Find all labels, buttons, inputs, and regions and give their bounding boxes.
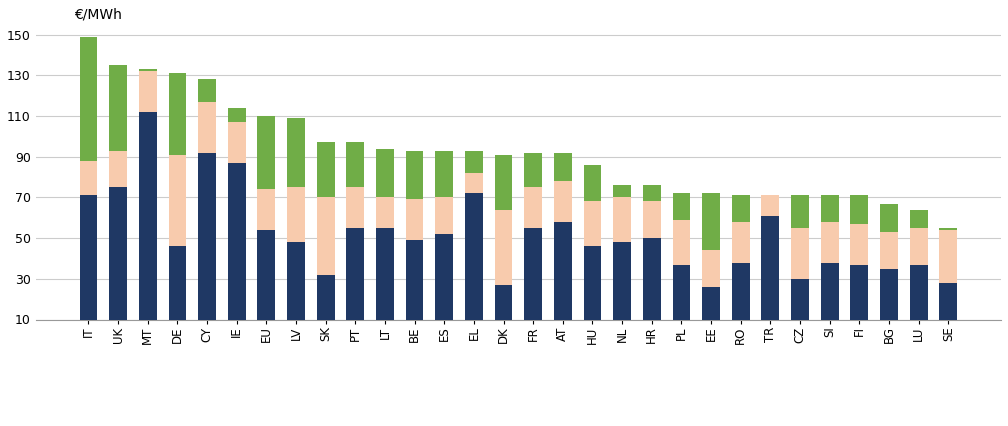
Bar	[168, 246, 186, 320]
Bar	[168, 155, 186, 246]
Bar	[703, 193, 720, 250]
Bar	[199, 153, 216, 320]
Bar	[347, 142, 364, 187]
Bar	[703, 287, 720, 320]
Bar	[347, 187, 364, 228]
Bar	[939, 228, 958, 230]
Bar	[524, 228, 542, 320]
Bar	[109, 65, 127, 151]
Bar	[761, 196, 779, 216]
Bar	[80, 196, 98, 320]
Bar	[672, 220, 690, 265]
Bar	[168, 73, 186, 155]
Bar	[228, 122, 246, 163]
Bar	[139, 112, 156, 320]
Bar	[554, 181, 572, 222]
Bar	[584, 165, 602, 201]
Bar	[109, 187, 127, 320]
Bar	[465, 173, 483, 193]
Bar	[405, 240, 423, 320]
Bar	[80, 161, 98, 196]
Bar	[435, 234, 454, 320]
Bar	[613, 197, 631, 242]
Bar	[347, 228, 364, 320]
Bar	[109, 151, 127, 187]
Bar	[257, 230, 275, 320]
Bar	[703, 250, 720, 287]
Bar	[643, 185, 660, 201]
Bar	[821, 222, 839, 262]
Bar	[139, 69, 156, 71]
Bar	[732, 222, 750, 262]
Bar	[139, 71, 156, 112]
Bar	[791, 228, 809, 279]
Bar	[851, 224, 868, 265]
Bar	[821, 262, 839, 320]
Bar	[287, 187, 304, 242]
Bar	[376, 228, 394, 320]
Bar	[672, 265, 690, 320]
Bar	[584, 201, 602, 246]
Bar	[257, 116, 275, 189]
Bar	[228, 163, 246, 320]
Bar	[910, 210, 927, 228]
Bar	[495, 210, 512, 285]
Bar	[199, 79, 216, 102]
Bar	[732, 196, 750, 222]
Bar	[287, 242, 304, 320]
Bar	[405, 199, 423, 240]
Bar	[910, 228, 927, 265]
Bar	[317, 197, 335, 275]
Bar	[851, 196, 868, 224]
Bar	[554, 153, 572, 181]
Text: €/MWh: €/MWh	[74, 7, 122, 21]
Bar	[317, 275, 335, 320]
Bar	[939, 230, 958, 283]
Bar	[791, 196, 809, 228]
Bar	[910, 265, 927, 320]
Bar	[939, 283, 958, 320]
Bar	[880, 232, 898, 269]
Bar	[465, 193, 483, 320]
Bar	[524, 187, 542, 228]
Bar	[613, 242, 631, 320]
Bar	[376, 149, 394, 197]
Bar	[554, 222, 572, 320]
Bar	[435, 197, 454, 234]
Bar	[257, 189, 275, 230]
Bar	[495, 285, 512, 320]
Bar	[405, 151, 423, 199]
Bar	[199, 102, 216, 153]
Bar	[465, 151, 483, 173]
Bar	[880, 269, 898, 320]
Bar	[643, 201, 660, 238]
Bar	[791, 279, 809, 320]
Bar	[672, 193, 690, 220]
Bar	[287, 118, 304, 187]
Bar	[643, 238, 660, 320]
Bar	[584, 246, 602, 320]
Bar	[317, 142, 335, 197]
Bar	[613, 185, 631, 197]
Bar	[851, 265, 868, 320]
Bar	[761, 216, 779, 320]
Bar	[228, 108, 246, 122]
Bar	[376, 197, 394, 228]
Bar	[821, 196, 839, 222]
Bar	[435, 151, 454, 197]
Bar	[732, 262, 750, 320]
Bar	[80, 37, 98, 161]
Bar	[524, 153, 542, 187]
Bar	[495, 155, 512, 210]
Bar	[880, 204, 898, 232]
